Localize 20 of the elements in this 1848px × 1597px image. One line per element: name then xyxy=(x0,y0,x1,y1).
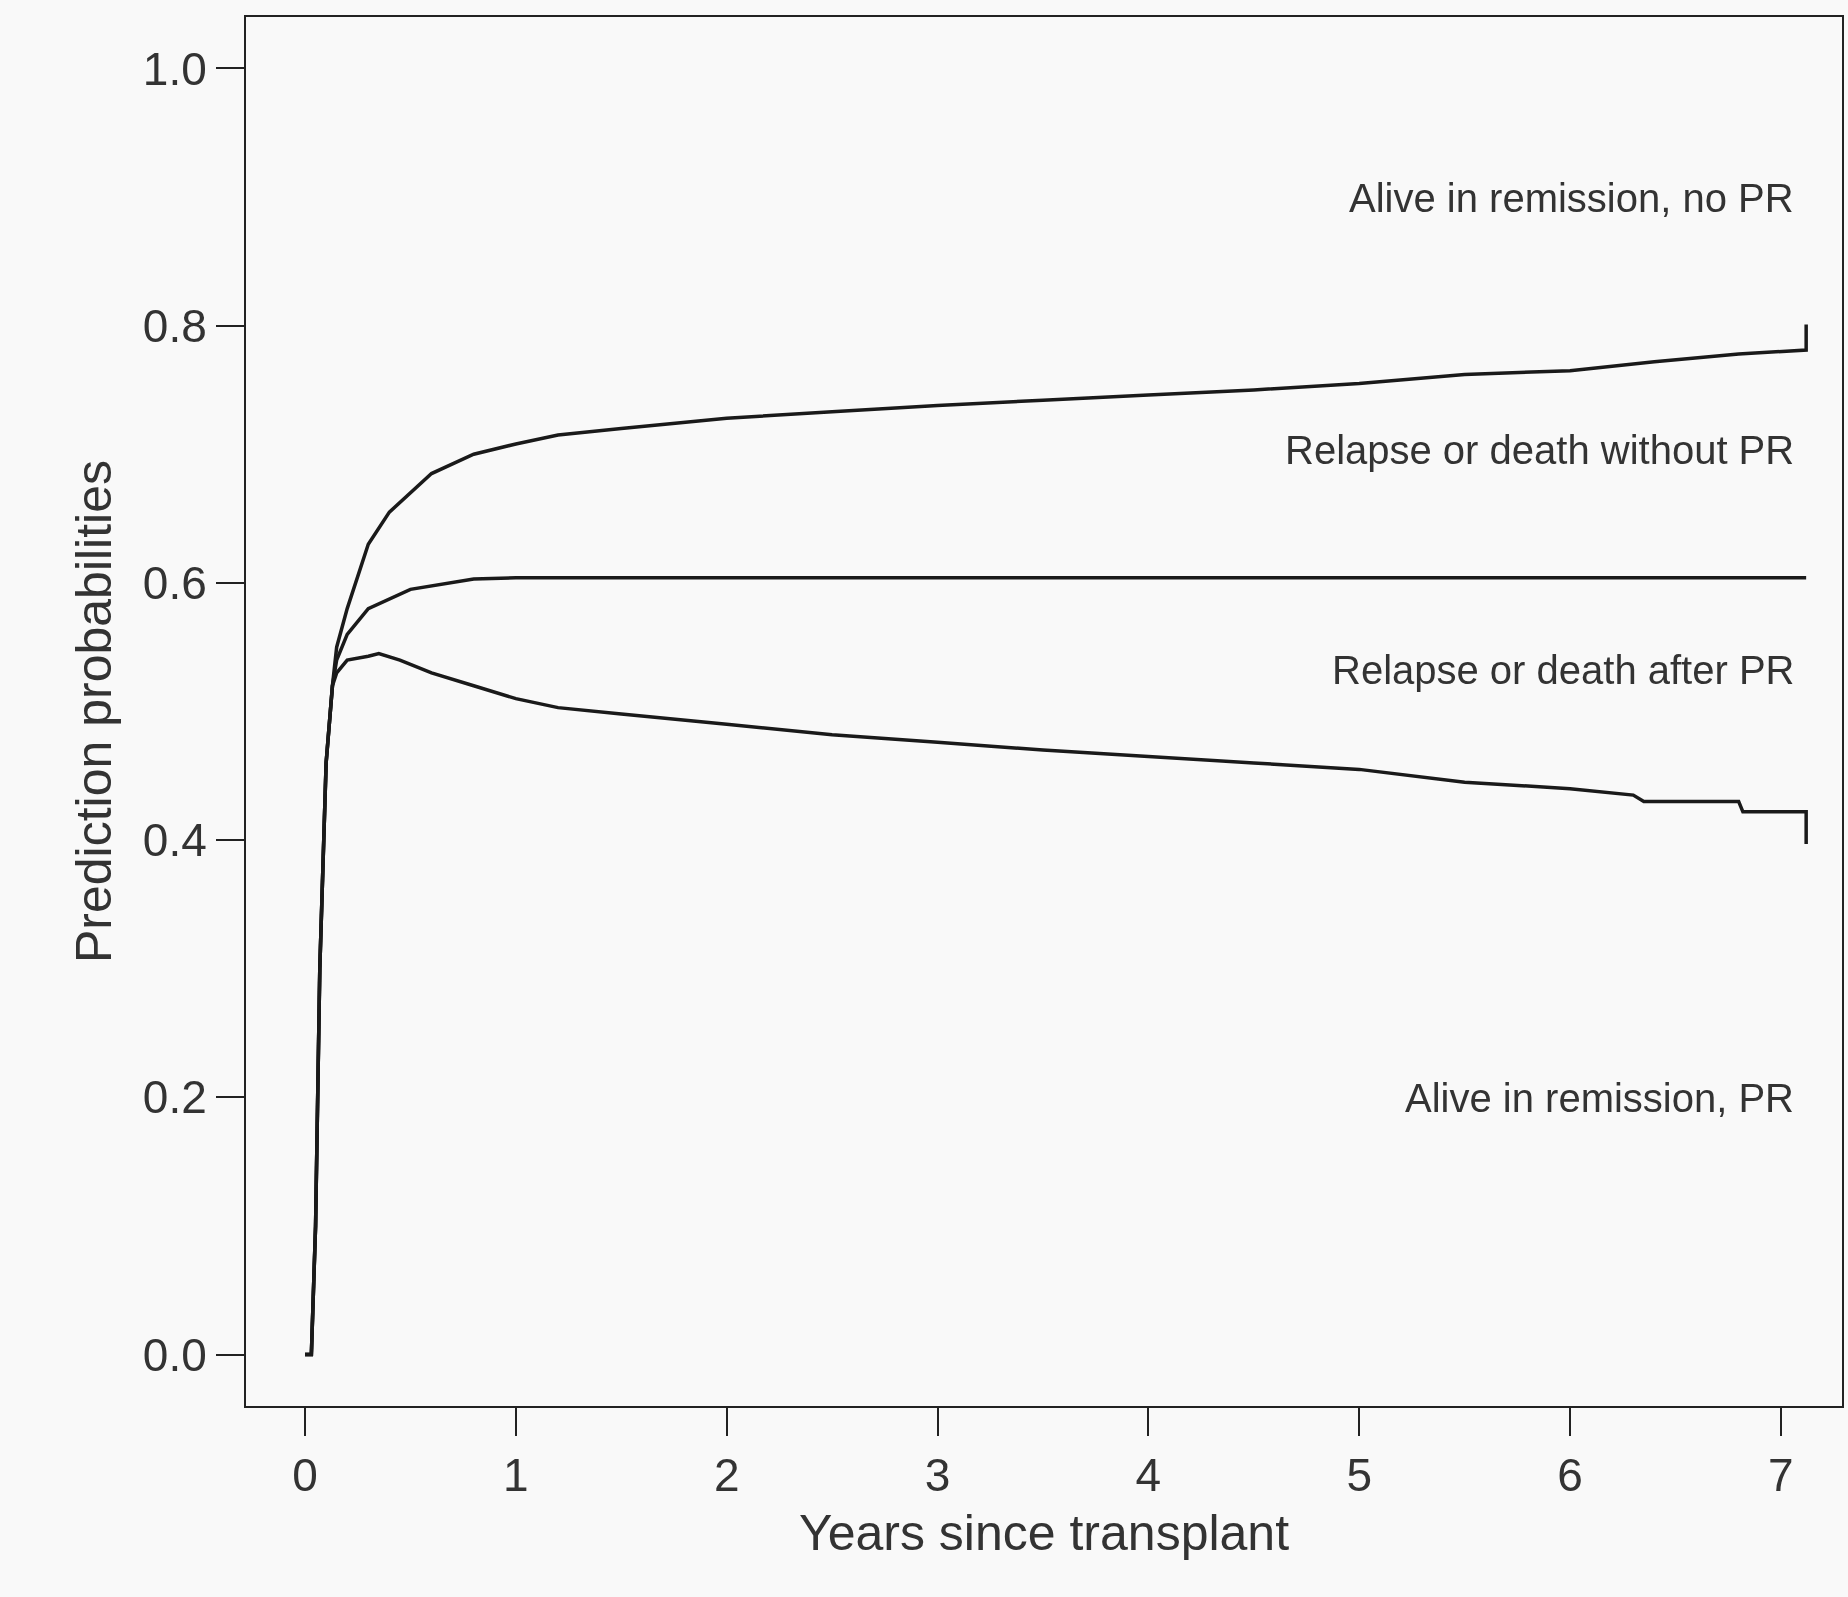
x-tick-label: 0 xyxy=(292,1449,318,1502)
y-axis-title: Prediction probabilities xyxy=(66,459,123,964)
annotation: Alive in remission, no PR xyxy=(1349,176,1794,220)
x-tick-label: 6 xyxy=(1557,1449,1583,1502)
y-tick-label: 0.6 xyxy=(142,556,207,609)
x-tick-label: 3 xyxy=(924,1449,951,1502)
annotation: Relapse or death after PR xyxy=(1332,648,1795,692)
x-tick-label: 2 xyxy=(713,1449,740,1502)
annotation: Alive in remission, PR xyxy=(1405,1076,1795,1120)
x-tick-label: 7 xyxy=(1768,1449,1794,1502)
x-tick-label: 5 xyxy=(1346,1449,1372,1502)
x-axis-title: Years since transplant xyxy=(798,1505,1290,1562)
annotation: Relapse or death without PR xyxy=(1285,428,1795,472)
y-tick-label: 0.4 xyxy=(142,814,207,867)
x-tick-label: 4 xyxy=(1135,1449,1162,1502)
y-tick-label: 0.8 xyxy=(142,299,207,352)
y-tick-label: 0.2 xyxy=(142,1071,207,1124)
y-tick-label: 0.0 xyxy=(142,1328,207,1381)
y-tick-label: 1.0 xyxy=(142,42,207,95)
x-tick-label: 1 xyxy=(503,1449,529,1502)
